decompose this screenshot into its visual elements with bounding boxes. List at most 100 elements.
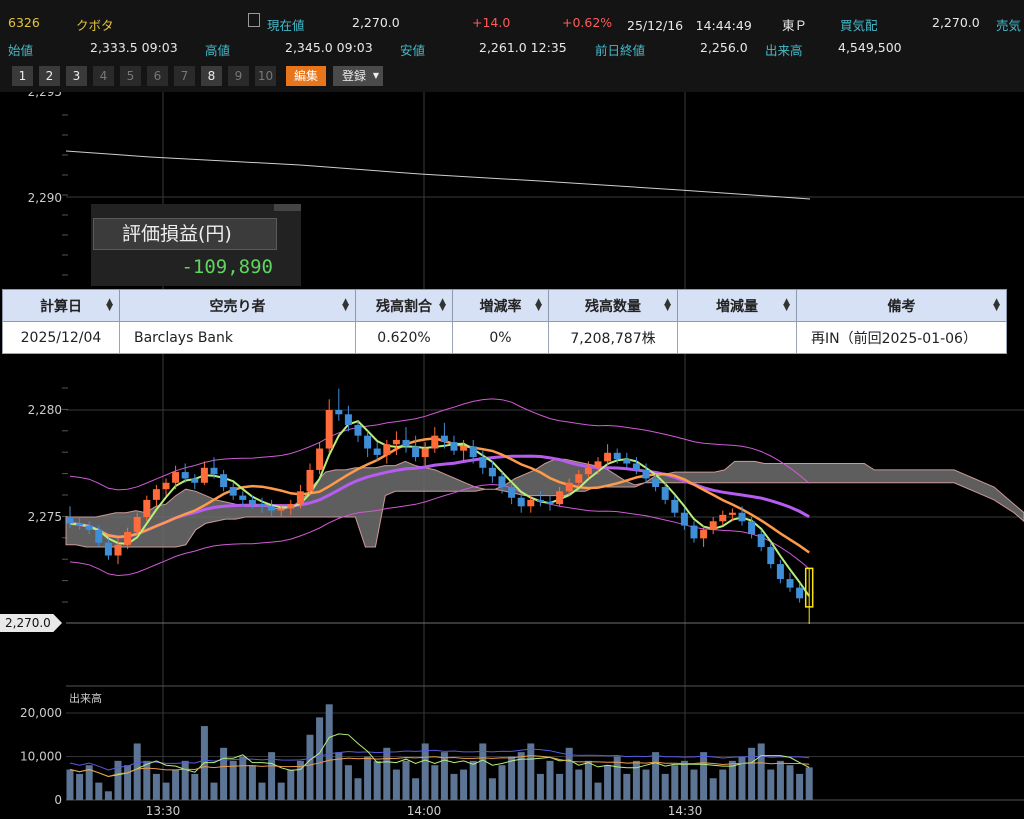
volume-bar: [527, 743, 535, 800]
ichimoku-cloud: [65, 458, 1024, 548]
candle-body: [450, 442, 458, 451]
volume-bar: [344, 765, 352, 800]
volume-bar: [431, 765, 439, 800]
volume-bar: [671, 765, 679, 800]
sort-icon[interactable]: ▲ ▼: [342, 297, 349, 313]
balance-ratio-cell: 0.620%: [355, 321, 453, 354]
volume-bar: [719, 769, 727, 800]
volume-bar: [728, 760, 736, 800]
column-header[interactable]: 増減率 ▲ ▼: [452, 289, 549, 322]
candle-body: [575, 474, 583, 483]
volume-bar: [210, 782, 218, 800]
candle-body: [200, 467, 208, 483]
volume-bar: [229, 760, 237, 800]
candle-body: [325, 410, 333, 449]
candle-body: [95, 529, 103, 543]
x-tick-label: 14:00: [407, 804, 442, 818]
candle-body: [277, 508, 285, 511]
sort-icon[interactable]: ▲ ▼: [993, 297, 1000, 313]
chart-tab-2[interactable]: 2: [39, 66, 60, 86]
short-seller-cell[interactable]: Barclays Bank: [119, 321, 356, 354]
candle-body: [66, 517, 74, 524]
volume-bar: [373, 760, 381, 800]
low-label: 安値: [400, 43, 426, 58]
candle-body: [268, 506, 276, 511]
volume-tick-label: 10,000: [20, 750, 62, 764]
volume-bar: [191, 773, 199, 800]
column-header-label: 空売り者: [209, 298, 266, 315]
sort-icon[interactable]: ▲ ▼: [783, 297, 790, 313]
sort-icon[interactable]: ▲ ▼: [106, 297, 113, 313]
volume-bar: [690, 769, 698, 800]
volume-bar: [296, 760, 304, 800]
chart-tab-9[interactable]: 9: [228, 66, 249, 86]
candle-body: [661, 487, 669, 500]
candle-body: [517, 497, 525, 507]
volume-bar: [258, 782, 266, 800]
chart-tab-8[interactable]: 8: [201, 66, 222, 86]
volume-bar: [680, 760, 688, 800]
edit-button[interactable]: 編集: [286, 66, 326, 86]
volume-bar: [469, 760, 477, 800]
column-header[interactable]: 備考 ▲ ▼: [796, 289, 1007, 322]
bid-label: 買気配: [840, 18, 878, 33]
volume-bar: [613, 756, 621, 800]
volume-ma-line: [69, 748, 810, 771]
chart-tab-7[interactable]: 7: [174, 66, 195, 86]
column-header[interactable]: 増減量 ▲ ▼: [677, 289, 797, 322]
candle-body: [258, 504, 266, 507]
sort-icon[interactable]: ▲ ▼: [664, 297, 671, 313]
volume-bar: [162, 782, 170, 800]
candle-body: [498, 476, 506, 488]
price-chart[interactable]: 2,290 2,295 2,275 2,280 10,000 20,000 0 出来高 13:3…: [0, 92, 1024, 819]
volume-bar: [316, 717, 324, 800]
candle-body: [344, 414, 352, 425]
stock-code: 6326: [8, 15, 40, 30]
volume-bar: [776, 760, 784, 800]
column-header[interactable]: 計算日 ▲ ▼: [2, 289, 120, 322]
column-header[interactable]: 空売り者 ▲ ▼: [119, 289, 356, 322]
panel-handle[interactable]: [274, 204, 301, 211]
register-button[interactable]: 登録 ▼: [333, 66, 383, 86]
x-tick-label: 14:30: [668, 804, 703, 818]
chart-tab-6[interactable]: 6: [147, 66, 168, 86]
candle-body: [642, 469, 650, 479]
current-price-label: 現在値: [267, 18, 305, 33]
candle-body: [748, 521, 756, 535]
sort-icon[interactable]: ▲ ▼: [439, 297, 446, 313]
column-header[interactable]: 残高数量 ▲ ▼: [548, 289, 678, 322]
volume-bar: [220, 747, 228, 800]
balance-quantity-cell: 7,208,787株: [548, 321, 678, 354]
high-label: 高値: [205, 43, 231, 58]
volume-bar: [402, 760, 410, 800]
volume-bar: [517, 752, 525, 800]
candle-body: [440, 435, 448, 443]
volume-bar: [143, 760, 151, 800]
candle-body: [469, 446, 477, 458]
candle-body: [335, 410, 343, 415]
volume-bar: [565, 747, 573, 800]
ask-label: 売気: [996, 18, 1022, 33]
candle-body: [287, 504, 295, 509]
chart-tab-1[interactable]: 1: [12, 66, 33, 86]
chart-tab-3[interactable]: 3: [66, 66, 87, 86]
volume-bar: [805, 767, 813, 800]
candle-body: [162, 482, 170, 490]
candle-body: [114, 544, 122, 556]
sort-icon[interactable]: ▲ ▼: [535, 297, 542, 313]
candle-body: [584, 467, 592, 475]
candle-body: [690, 525, 698, 539]
candle-body: [383, 444, 391, 455]
document-icon[interactable]: [248, 13, 260, 27]
volume-bar: [392, 769, 400, 800]
calc-date-cell[interactable]: 2025/12/04: [2, 321, 120, 354]
candle-body: [364, 435, 372, 449]
column-header[interactable]: 残高割合 ▲ ▼: [355, 289, 453, 322]
volume-bar: [133, 743, 141, 800]
column-header-label: 残高割合: [376, 298, 432, 315]
chart-tab-10[interactable]: 10: [255, 66, 276, 86]
candle-body: [296, 491, 304, 505]
chart-tab-5[interactable]: 5: [120, 66, 141, 86]
candle-body: [632, 463, 640, 470]
chart-tab-4[interactable]: 4: [93, 66, 114, 86]
